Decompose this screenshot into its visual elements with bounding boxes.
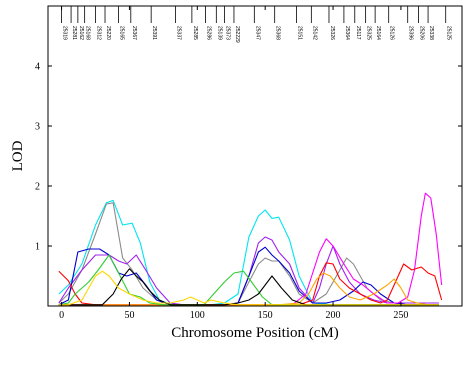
marker-label: 25126 — [389, 26, 395, 40]
marker-label: 25326 — [329, 26, 335, 40]
tick-layer: 0 50 100 150 200 250 1 2 3 4 — [35, 6, 462, 321]
marker-label: 25338 — [428, 26, 434, 40]
marker-label: 25162 — [78, 26, 84, 40]
marker-label: 25117 — [355, 26, 361, 40]
series-line-4 — [58, 246, 439, 306]
marker-label: 25325 — [366, 26, 372, 40]
marker-label: 25151 — [296, 26, 302, 40]
marker-label: 25206 — [419, 26, 425, 40]
y-tick-label: 2 — [35, 182, 40, 193]
x-axis-title: Chromosome Position (cM) — [171, 325, 339, 341]
marker-label: 25396 — [408, 26, 414, 40]
marker-label: 25319 — [62, 26, 68, 40]
marker-layer: 25319 25281 25162 25168 25312 25220 25165 25367… — [61, 6, 452, 43]
marker-label: 25142 — [311, 26, 317, 40]
marker-label: 25337 — [176, 26, 182, 40]
marker-label: 25281 — [71, 26, 77, 40]
marker-label: 25286 — [205, 26, 211, 40]
series-line-2 — [58, 202, 439, 306]
marker-label: 25391 — [151, 26, 157, 40]
x-tick-label: 250 — [393, 310, 408, 321]
marker-label: 25220 — [105, 26, 111, 40]
y-tick-label: 4 — [35, 62, 40, 73]
y-tick-label: 1 — [35, 242, 40, 253]
marker-label: 25285 — [192, 26, 198, 40]
marker-label: 25347 — [254, 26, 260, 40]
x-tick-label: 0 — [59, 310, 64, 321]
x-tick-label: 100 — [190, 310, 205, 321]
x-tick-label: 50 — [124, 310, 134, 321]
marker-label: 25165 — [119, 26, 125, 40]
marker-label: 252229 — [234, 26, 240, 43]
series-line-8 — [58, 254, 439, 306]
y-tick-label: 3 — [35, 122, 40, 133]
marker-label: 25139 — [216, 26, 222, 40]
x-tick-label: 200 — [326, 310, 341, 321]
marker-label: 25168 — [85, 26, 91, 40]
series-line-10 — [58, 270, 439, 306]
marker-label: 25164 — [375, 26, 381, 40]
x-tick-label: 150 — [258, 310, 273, 321]
marker-label: 25368 — [275, 26, 281, 40]
series-layer — [58, 192, 443, 306]
marker-label: 25364 — [344, 26, 350, 40]
plot-frame — [47, 5, 463, 307]
marker-label: 25367 — [131, 26, 137, 40]
marker-label: 25373 — [224, 26, 230, 40]
marker-label: 25312 — [96, 26, 102, 40]
marker-label: 25125 — [446, 26, 452, 40]
y-axis-title: LOD — [10, 140, 26, 171]
